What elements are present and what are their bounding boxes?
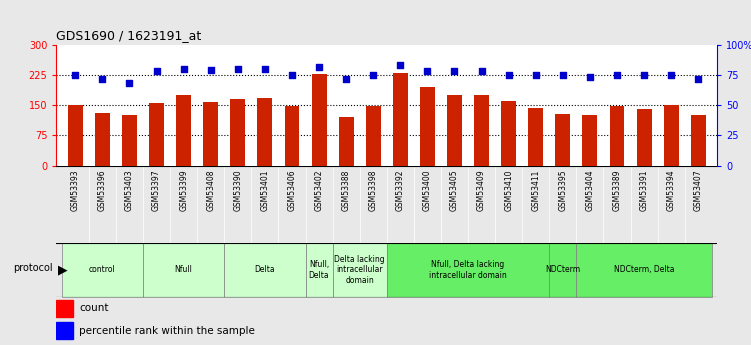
Bar	[56, 300, 73, 317]
Text: percentile rank within the sample: percentile rank within the sample	[80, 326, 255, 336]
Point	[286, 72, 298, 78]
Point	[502, 72, 514, 78]
Bar	[420, 87, 435, 166]
Bar	[583, 115, 597, 166]
Text: GDS1690 / 1623191_at: GDS1690 / 1623191_at	[56, 29, 201, 42]
Bar	[366, 106, 381, 166]
Text: GSM53394: GSM53394	[667, 169, 676, 211]
Bar	[306, 243, 333, 297]
Point	[232, 66, 244, 72]
Text: Nfull: Nfull	[175, 265, 192, 275]
Bar	[528, 108, 543, 166]
Bar	[549, 243, 576, 297]
Bar	[393, 73, 408, 166]
Text: GSM53398: GSM53398	[369, 169, 378, 211]
Text: GSM53406: GSM53406	[288, 169, 297, 211]
Bar	[637, 109, 652, 166]
Bar	[176, 95, 191, 166]
Bar	[95, 113, 110, 166]
Text: count: count	[80, 303, 109, 313]
Text: Delta lacking
intracellular
domain: Delta lacking intracellular domain	[334, 255, 385, 285]
Text: GSM53395: GSM53395	[558, 169, 567, 211]
Text: Nfull,
Delta: Nfull, Delta	[309, 260, 330, 280]
Text: GSM53407: GSM53407	[694, 169, 703, 211]
Point	[421, 69, 433, 74]
Bar	[447, 95, 462, 166]
Bar	[285, 106, 300, 166]
Bar	[258, 98, 273, 166]
Bar	[312, 74, 327, 166]
Text: GSM53401: GSM53401	[261, 169, 270, 211]
Bar	[387, 243, 549, 297]
Bar	[143, 243, 225, 297]
Bar	[556, 114, 570, 166]
Text: GSM53390: GSM53390	[234, 169, 243, 211]
Text: GSM53403: GSM53403	[125, 169, 134, 211]
Point	[692, 76, 704, 81]
Point	[259, 66, 271, 72]
Bar	[204, 102, 218, 166]
Point	[69, 72, 81, 78]
Text: GSM53389: GSM53389	[613, 169, 622, 211]
Text: GSM53411: GSM53411	[531, 169, 540, 211]
Text: Nfull, Delta lacking
intracellular domain: Nfull, Delta lacking intracellular domai…	[429, 260, 507, 280]
Point	[638, 72, 650, 78]
Point	[394, 63, 406, 68]
Text: GSM53396: GSM53396	[98, 169, 107, 211]
Bar	[691, 115, 706, 166]
Bar	[149, 103, 164, 166]
Point	[205, 67, 217, 73]
Text: GSM53410: GSM53410	[504, 169, 513, 211]
Point	[178, 66, 190, 72]
Bar	[68, 105, 83, 166]
Text: GSM53392: GSM53392	[396, 169, 405, 211]
Bar	[56, 322, 73, 339]
Text: GSM53391: GSM53391	[640, 169, 649, 211]
Bar	[122, 115, 137, 166]
Bar	[62, 243, 143, 297]
Text: GSM53397: GSM53397	[152, 169, 161, 211]
Point	[313, 64, 325, 69]
Text: GSM53409: GSM53409	[477, 169, 486, 211]
Bar	[576, 243, 712, 297]
Text: protocol: protocol	[13, 263, 53, 273]
Point	[665, 72, 677, 78]
Point	[556, 72, 569, 78]
Bar	[474, 95, 489, 166]
Point	[611, 72, 623, 78]
Point	[340, 76, 352, 81]
Bar	[333, 243, 387, 297]
Text: GSM53393: GSM53393	[71, 169, 80, 211]
Text: GSM53399: GSM53399	[179, 169, 189, 211]
Text: GSM53402: GSM53402	[315, 169, 324, 211]
Text: control: control	[89, 265, 116, 275]
Text: NDCterm, Delta: NDCterm, Delta	[614, 265, 674, 275]
Point	[150, 69, 162, 74]
Point	[367, 72, 379, 78]
Bar	[231, 99, 246, 166]
Point	[96, 76, 108, 81]
Point	[123, 81, 135, 86]
Text: GSM53400: GSM53400	[423, 169, 432, 211]
Text: NDCterm: NDCterm	[545, 265, 581, 275]
Text: ▶: ▶	[58, 264, 68, 276]
Point	[448, 69, 460, 74]
Point	[584, 75, 596, 80]
Bar	[339, 117, 354, 166]
Bar	[664, 105, 679, 166]
Text: GSM53404: GSM53404	[585, 169, 594, 211]
Bar	[501, 101, 516, 166]
Text: GSM53408: GSM53408	[207, 169, 216, 211]
Point	[529, 72, 541, 78]
Point	[475, 69, 487, 74]
Bar	[610, 106, 624, 166]
Text: Delta: Delta	[255, 265, 275, 275]
Bar	[225, 243, 306, 297]
Text: GSM53388: GSM53388	[342, 169, 351, 211]
Text: GSM53405: GSM53405	[450, 169, 459, 211]
